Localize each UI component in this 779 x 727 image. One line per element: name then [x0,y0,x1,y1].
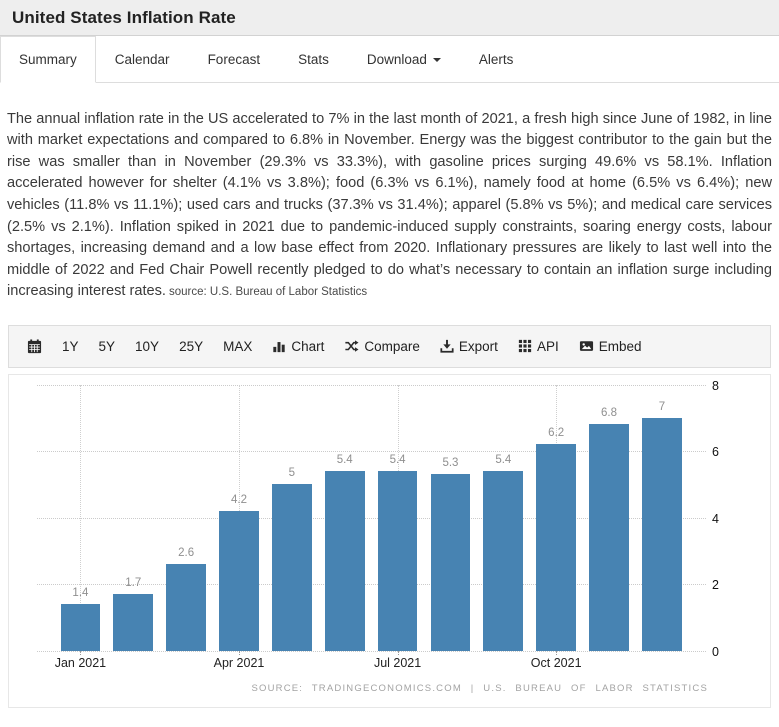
bar-value-label: 5.4 [495,453,512,466]
chart-source: SOURCE: TRADINGECONOMICS.COM | U.S. BURE… [251,682,708,694]
bar-value-label: 5 [288,467,296,480]
gridline-y-2 [37,584,706,586]
bar-mar-2021[interactable] [166,564,207,651]
bar-value-label: 7 [658,400,666,413]
x-axis-row: Jan 2021 Apr 2021 Jul 2021 Oct 2021 [9,650,770,677]
bar-value-label: 5.4 [336,453,353,466]
compare-icon [344,339,359,353]
x-tick-label: Apr 2021 [213,655,265,670]
tab-label: Forecast [207,52,261,67]
range-button-5y[interactable]: 5Y [89,333,126,360]
y-tick-label: 8 [712,378,719,393]
range-button-10y-label: 10Y [135,338,160,354]
tab-label: Alerts [478,52,514,67]
range-button-1y-label: 1Y [62,338,79,354]
compare-button-label: Compare [364,338,420,354]
tab-alerts[interactable]: Alerts [460,36,533,83]
bar-dec-2021[interactable] [642,417,682,651]
bar-value-label: 4.2 [231,493,247,506]
embed-button-label: Embed [598,338,642,354]
tab-bar: Summary Calendar Forecast Stats Download Aler… [0,36,779,83]
bar-value-label: 6.8 [601,407,618,420]
caret-down-icon [432,57,441,66]
tab-label: Summary [19,52,77,67]
summary-source-note: source: U.S. Bureau of Labor Statistics [169,286,368,299]
x-tick [239,650,240,655]
export-button-label: Export [458,338,498,354]
y-axis-spacer [700,651,770,677]
range-button-max[interactable]: MAX [213,333,262,360]
chart-body: 1.4 1.7 2.6 4.2 5 5.4 5.4 5.3 5.4 6.2 6.8 7 0 2 4 6 8 [9,379,770,659]
gridline-y-8 [37,384,706,386]
x-tick-label: Oct 2021 [530,655,582,670]
bar-value-label: 5.4 [389,453,406,466]
range-button-1y[interactable]: 1Y [52,333,89,360]
chart-button-label: Chart [291,338,325,354]
bar-oct-2021[interactable] [536,444,577,651]
x-tick [397,650,399,655]
bar-value-label: 6.2 [548,427,565,440]
tab-calendar[interactable]: Calendar [96,36,189,83]
bar-jun-2021[interactable] [324,470,365,651]
embed-button[interactable]: Embed [569,333,652,360]
gridline-x-jan-2021 [80,384,82,651]
calendar-button[interactable] [17,333,52,360]
bar-value-label: 2.6 [178,547,195,560]
bar-jan-2021[interactable] [60,603,101,651]
bar-chart-plot: 1.4 1.7 2.6 4.2 5 5.4 5.4 5.3 5.4 6.2 6.8 7 [37,384,706,652]
tab-download[interactable]: Download [348,36,460,83]
range-button-25y[interactable]: 25Y [169,333,213,360]
bar-may-2021[interactable] [271,484,312,651]
y-tick-label: 2 [712,578,719,593]
x-tick-label: Jan 2021 [54,655,107,670]
y-axis: 0 2 4 6 8 [700,379,770,659]
range-button-25y-label: 25Y [179,338,204,354]
bar-chart-icon [272,339,286,353]
tab-stats[interactable]: Stats [279,36,348,83]
bar-nov-2021[interactable] [589,424,629,651]
bar-sep-2021[interactable] [483,470,524,651]
api-button-label: API [536,338,559,354]
summary-text: The annual inflation rate in the US acce… [7,110,772,300]
range-button-5y-label: 5Y [98,338,116,354]
compare-button[interactable]: Compare [334,333,430,360]
bar-apr-2021[interactable] [219,510,259,651]
bar-value-label: 1.7 [125,577,142,590]
y-tick-label: 4 [712,511,719,526]
x-tick [556,650,558,655]
bar-feb-2021[interactable] [113,594,154,651]
x-axis: Jan 2021 Apr 2021 Jul 2021 Oct 2021 [37,650,700,677]
tab-forecast[interactable]: Forecast [189,36,280,83]
gridline-y-0 [37,650,706,652]
tab-summary[interactable]: Summary [0,36,96,83]
y-tick-label: 0 [712,644,719,659]
page-header: United States Inflation Rate [0,0,779,36]
bar-value-label: 5.3 [442,457,459,470]
calendar-icon [27,339,42,354]
gridline-y-4 [37,517,706,519]
y-tick-label: 6 [712,445,719,460]
tab-label: Stats [298,52,329,67]
chart-toolbar: 1Y 5Y 10Y 25Y MAX Chart Compare Export API Embed [8,324,771,368]
tab-label: Calendar [114,52,170,67]
chart-button[interactable]: Chart [262,333,334,360]
tab-label: Download [366,52,427,67]
chart-panel: 1.4 1.7 2.6 4.2 5 5.4 5.4 5.3 5.4 6.2 6.8 7 0 2 4 6 8 J… [8,373,771,708]
x-tick-label: Jul 2021 [373,655,422,670]
api-button[interactable]: API [508,333,569,360]
export-button[interactable]: Export [430,333,508,360]
summary-paragraph: The annual inflation rate in the US acce… [0,98,779,310]
x-tick [80,650,82,655]
export-icon [440,339,454,353]
page-title: United States Inflation Rate [12,8,236,27]
bar-jul-2021[interactable] [377,470,418,651]
bar-aug-2021[interactable] [430,474,471,651]
range-button-10y[interactable]: 10Y [125,333,169,360]
api-icon [518,339,532,353]
bar-value-label: 1.4 [72,586,89,599]
embed-icon [579,339,594,353]
gridline-y-6 [37,451,706,453]
range-button-max-label: MAX [223,338,253,354]
